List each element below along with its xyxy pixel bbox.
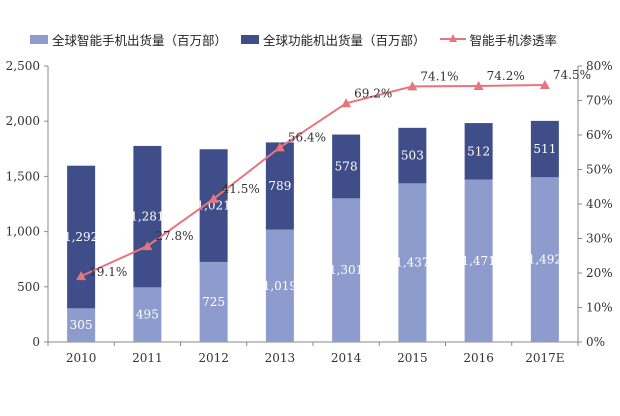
legend-line-swatch-rate [439, 33, 466, 45]
x-tick-label: 2014 [331, 351, 362, 365]
x-tick-label: 2017E [525, 351, 564, 365]
bar-smartphone [265, 229, 294, 342]
legend-item-smartphone: 全球智能手机出货量（百万部） [30, 30, 227, 49]
bar-feature [133, 145, 162, 288]
bar-smartphone [464, 179, 493, 342]
bar-feature [265, 142, 294, 230]
rate-marker [274, 142, 285, 152]
x-tick-label: 2013 [265, 351, 296, 365]
legend-label-rate: 智能手机渗透率 [469, 32, 558, 48]
rate-label: 69.2% [354, 86, 392, 100]
x-tick-label: 2010 [66, 351, 97, 365]
chart-legend: 全球智能手机出货量（百万部） 全球功能机出货量（百万部） 智能手机渗透率 [30, 30, 571, 48]
bar-smartphone-label: 1,492 [528, 253, 562, 267]
y-right-tick-label: 0% [586, 335, 605, 349]
y-right-tick-label: 60% [586, 128, 613, 142]
bar-smartphone-label: 725 [202, 295, 225, 309]
bar-feature-label: 578 [335, 159, 358, 173]
bar-feature [332, 134, 361, 199]
x-tick-label: 2012 [198, 351, 229, 365]
y-right-tick-label: 40% [586, 197, 613, 211]
y-left-tick-label: 2,500 [6, 59, 40, 73]
bar-smartphone [530, 177, 559, 342]
y-left-tick-label: 1,500 [6, 169, 40, 183]
legend-swatch-feature [241, 34, 260, 44]
y-left-tick-label: 2,000 [6, 114, 40, 128]
bar-feature-label: 1,292 [64, 230, 98, 244]
rate-marker [341, 98, 352, 108]
rate-marker [76, 271, 87, 281]
bar-smartphone [67, 308, 96, 342]
bar-smartphone [398, 183, 427, 342]
legend-label-smartphone: 全球智能手机出货量（百万部） [52, 32, 228, 48]
bar-feature-label: 1,281 [130, 210, 164, 224]
rate-label: 74.1% [420, 69, 458, 83]
y-right-tick-label: 20% [586, 266, 613, 280]
bar-smartphone [332, 198, 361, 342]
bar-feature [464, 123, 493, 180]
bar-feature [530, 120, 559, 178]
x-tick-label: 2015 [397, 351, 428, 365]
legend-swatch-smartphone [30, 34, 48, 44]
bar-smartphone [133, 287, 162, 342]
bar-smartphone-label: 305 [70, 318, 93, 332]
rate-label: 56.4% [288, 130, 326, 144]
rate-marker [208, 193, 219, 203]
legend-item-rate: 智能手机渗透率 [439, 30, 558, 49]
rate-label: 74.2% [487, 69, 525, 83]
y-right-tick-label: 30% [586, 232, 613, 246]
bar-smartphone-label: 1,301 [329, 263, 363, 277]
bar-feature-label: 503 [401, 149, 424, 163]
rate-label: 27.8% [155, 229, 193, 243]
rate-marker [407, 81, 418, 91]
rate-line [80, 83, 545, 278]
bar-feature-label: 512 [467, 144, 490, 158]
y-left-tick-label: 500 [17, 280, 40, 294]
bar-smartphone-label: 1,471 [461, 254, 495, 268]
y-left-tick-label: 1,000 [6, 225, 40, 239]
bar-feature-label: 511 [533, 142, 556, 156]
bar-smartphone-label: 495 [136, 308, 159, 322]
bar-feature [67, 165, 96, 309]
rate-label: 74.5% [553, 68, 591, 82]
rate-marker [539, 79, 550, 89]
y-right-tick-label: 10% [586, 301, 613, 315]
bar-feature-label: 789 [268, 179, 291, 193]
rate-marker [142, 241, 153, 251]
rate-label: 41.5% [222, 182, 260, 196]
bar-smartphone-label: 1,437 [395, 256, 429, 270]
y-right-tick-label: 80% [586, 59, 613, 73]
y-right-tick-label: 50% [586, 163, 613, 177]
bar-smartphone [199, 261, 228, 342]
y-right-tick-label: 70% [586, 94, 613, 108]
rate-marker [473, 81, 484, 91]
bar-smartphone-label: 1,019 [263, 279, 297, 293]
triangle-marker-icon [448, 34, 457, 42]
x-tick-label: 2016 [463, 351, 494, 365]
y-left-tick-label: 0 [32, 335, 40, 349]
x-tick-label: 2011 [132, 351, 163, 365]
bar-feature [398, 127, 427, 184]
rate-label: 19.1% [89, 265, 127, 279]
bar-feature-label: 1,021 [196, 199, 230, 213]
legend-item-feature: 全球功能机出货量（百万部） [241, 30, 426, 49]
legend-label-feature: 全球功能机出货量（百万部） [263, 32, 426, 48]
